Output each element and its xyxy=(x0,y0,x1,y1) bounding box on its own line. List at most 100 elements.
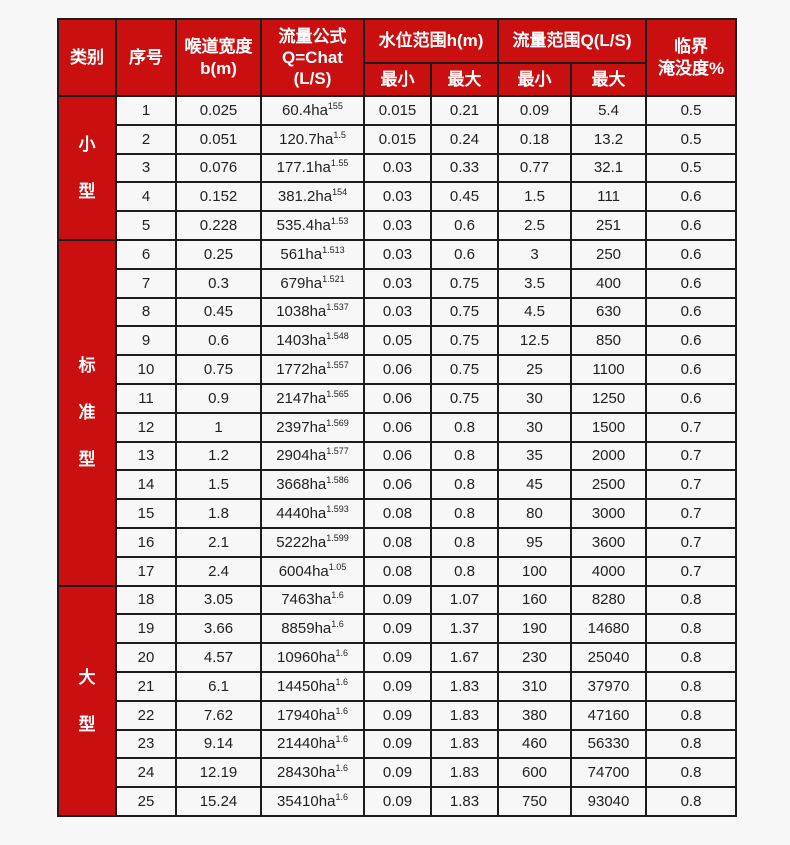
header-throat-width-line1: 喉道宽度 xyxy=(184,37,253,57)
category-label-char: 标 xyxy=(78,356,96,376)
cell-submergence: 0.6 xyxy=(645,382,738,414)
cell-formula: 7463ha1.6 xyxy=(260,584,365,616)
table-row: 24 12.19 28430ha1.6 0.09 1.83 600 74700 0.8 xyxy=(58,757,738,789)
formula-exponent: 1.53 xyxy=(330,216,349,227)
cell-water-level-max: 1.83 xyxy=(429,728,500,760)
cell-submergence: 0.7 xyxy=(645,440,738,472)
cell-water-level-min: 0.09 xyxy=(363,670,432,702)
category-label-char: 大 xyxy=(78,667,96,687)
cell-throat-width: 12.19 xyxy=(175,757,262,789)
formula-base: 1403ha xyxy=(276,332,327,350)
cell-index: 11 xyxy=(115,382,177,414)
cell-flow-max: 3000 xyxy=(570,498,648,529)
formula-exponent: 1.599 xyxy=(326,532,349,543)
cell-flow-max: 32.1 xyxy=(570,152,648,184)
cell-index: 2 xyxy=(115,123,177,155)
cell-water-level-min: 0.08 xyxy=(363,498,432,529)
cell-water-level-min: 0.09 xyxy=(363,728,432,760)
cell-flow-min: 12.5 xyxy=(497,325,573,357)
cell-water-level-min: 0.03 xyxy=(363,152,432,184)
cell-flow-min: 30 xyxy=(497,382,573,414)
cell-flow-min: 0.77 xyxy=(497,152,573,184)
cell-index: 21 xyxy=(115,670,177,702)
table-row: 7 0.3 679ha1.521 0.03 0.75 3.5 400 0.6 xyxy=(58,267,738,299)
cell-formula: 679ha1.521 xyxy=(260,267,365,299)
cell-throat-width: 0.076 xyxy=(175,152,262,184)
table-row: 23 9.14 21440ha1.6 0.09 1.83 460 56330 0.8 xyxy=(58,728,738,760)
category-cell-1: 标准型 xyxy=(57,238,117,587)
cell-water-level-max: 0.6 xyxy=(429,238,500,270)
table-row: 5 0.228 535.4ha1.53 0.03 0.6 2.5 251 0.6 xyxy=(58,210,738,241)
cell-formula: 2397ha1.569 xyxy=(260,411,365,443)
category-cell-0: 小型 xyxy=(57,95,117,241)
formula-exponent: 1.05 xyxy=(328,561,347,572)
cell-submergence: 0.5 xyxy=(645,123,738,155)
flume-spec-table: 类别 序号 喉道宽度 b(m) 流量公式 Q=Chat (L/S) 水位范围h(… xyxy=(57,18,738,817)
formula-exponent: 1.557 xyxy=(326,360,349,371)
header-water-level-min: 最小 xyxy=(363,62,432,97)
formula-exponent: 1.593 xyxy=(326,504,349,515)
cell-submergence: 0.6 xyxy=(645,210,738,241)
formula-base: 679ha xyxy=(280,274,323,292)
cell-throat-width: 0.45 xyxy=(175,296,262,328)
cell-water-level-min: 0.06 xyxy=(363,382,432,414)
cell-flow-min: 310 xyxy=(497,670,573,702)
cell-water-level-min: 0.09 xyxy=(363,584,432,616)
cell-index: 23 xyxy=(115,728,177,760)
cell-submergence: 0.8 xyxy=(645,642,738,673)
cell-index: 4 xyxy=(115,181,177,213)
cell-flow-min: 3.5 xyxy=(497,267,573,299)
cell-water-level-max: 0.6 xyxy=(429,210,500,241)
cell-water-level-max: 0.8 xyxy=(429,440,500,472)
cell-throat-width: 0.025 xyxy=(175,95,262,126)
category-label-char: 型 xyxy=(78,450,96,470)
formula-base: 535.4ha xyxy=(276,217,331,235)
table-row: 3 0.076 177.1ha1.55 0.03 0.33 0.77 32.1 0.5 xyxy=(58,152,738,184)
cell-throat-width: 0.25 xyxy=(175,238,262,270)
cell-flow-max: 25040 xyxy=(570,642,648,673)
cell-formula: 3668ha1.586 xyxy=(260,469,365,501)
formula-exponent: 1.586 xyxy=(326,475,349,486)
table-header: 类别 序号 喉道宽度 b(m) 流量公式 Q=Chat (L/S) 水位范围h(… xyxy=(57,18,738,97)
formula-base: 4440ha xyxy=(276,505,327,523)
cell-flow-max: 400 xyxy=(570,267,648,299)
cell-formula: 535.4ha1.53 xyxy=(260,210,365,241)
cell-index: 7 xyxy=(115,267,177,299)
cell-throat-width: 1.8 xyxy=(175,498,262,529)
table-row: 2 0.051 120.7ha1.5 0.015 0.24 0.18 13.2 0.5 xyxy=(58,123,738,155)
cell-water-level-max: 0.45 xyxy=(429,181,500,213)
cell-submergence: 0.8 xyxy=(645,613,738,645)
cell-water-level-max: 0.75 xyxy=(429,354,500,385)
cell-water-level-max: 1.83 xyxy=(429,757,500,789)
table-row: 17 2.4 6004ha1.05 0.08 0.8 100 4000 0.7 xyxy=(58,555,738,587)
table-row: 4 0.152 381.2ha154 0.03 0.45 1.5 111 0.6 xyxy=(58,181,738,213)
formula-base: 17940ha xyxy=(277,706,336,724)
formula-base: 60.4ha xyxy=(282,101,328,119)
formula-base: 2397ha xyxy=(276,418,327,436)
formula-exponent: 1.565 xyxy=(326,388,349,399)
cell-formula: 381.2ha154 xyxy=(260,181,365,213)
cell-flow-max: 1100 xyxy=(570,354,648,385)
cell-flow-max: 93040 xyxy=(570,786,648,817)
formula-base: 2904ha xyxy=(276,447,327,465)
cell-submergence: 0.6 xyxy=(645,325,738,357)
header-flow-formula-line2: Q=Chat xyxy=(282,47,343,67)
cell-water-level-max: 0.75 xyxy=(429,325,500,357)
cell-water-level-min: 0.06 xyxy=(363,411,432,443)
cell-flow-max: 37970 xyxy=(570,670,648,702)
category-label-char: 型 xyxy=(78,181,96,201)
table-row: 大型 18 3.05 7463ha1.6 0.09 1.07 160 8280 0.8 xyxy=(57,584,738,817)
cell-flow-min: 4.5 xyxy=(497,296,573,328)
cell-flow-max: 2000 xyxy=(570,440,648,472)
cell-submergence: 0.5 xyxy=(645,152,738,184)
formula-exponent: 1.537 xyxy=(326,302,349,313)
spec-table-container: 类别 序号 喉道宽度 b(m) 流量公式 Q=Chat (L/S) 水位范围h(… xyxy=(57,18,738,817)
formula-base: 3668ha xyxy=(276,476,327,494)
cell-flow-max: 13.2 xyxy=(570,123,648,155)
cell-submergence: 0.6 xyxy=(645,354,738,385)
cell-submergence: 0.7 xyxy=(645,411,738,443)
cell-flow-min: 750 xyxy=(497,786,573,817)
cell-index: 17 xyxy=(115,555,177,587)
header-row-top: 类别 序号 喉道宽度 b(m) 流量公式 Q=Chat (L/S) 水位范围h(… xyxy=(57,18,738,97)
cell-flow-min: 2.5 xyxy=(497,210,573,241)
